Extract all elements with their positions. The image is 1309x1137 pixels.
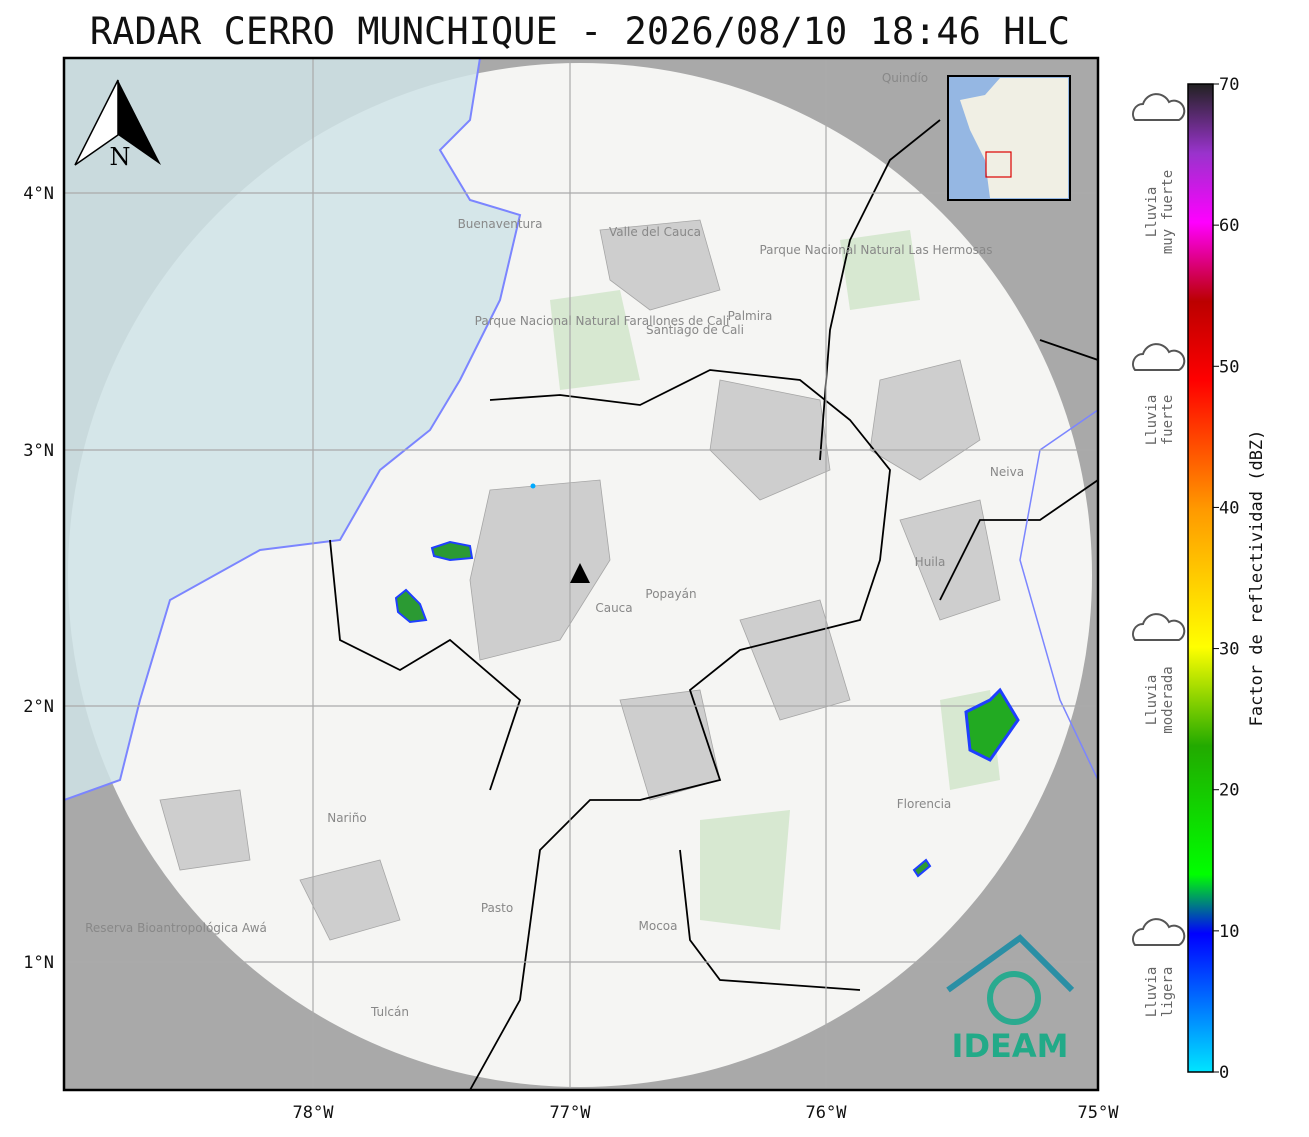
boundaries <box>329 119 1098 1090</box>
cloud-icon <box>1132 613 1186 641</box>
lon-tick-label: 78°W <box>293 1103 335 1123</box>
place-label: Buenaventura <box>458 217 543 231</box>
place-label: Reserva Bioantropológica Awá <box>85 921 267 935</box>
rain-category-label: Lluvia <box>1144 187 1160 238</box>
logo: IDEAM <box>946 934 1075 1065</box>
colorbar-tick-label: 30 <box>1219 640 1239 660</box>
cloud-icon <box>1132 343 1186 371</box>
inset-map <box>947 75 1071 201</box>
colorbar-tick-label: 40 <box>1219 498 1239 518</box>
lon-tick-label: 77°W <box>550 1103 592 1123</box>
place-label: Mocoa <box>639 919 678 933</box>
lat-tick-label: 1°N <box>23 953 54 973</box>
colorbar <box>1187 83 1214 1073</box>
map <box>64 58 1098 1090</box>
ocean <box>64 58 520 800</box>
place-label: Huila <box>915 555 946 569</box>
colorbar-tick-label: 10 <box>1219 922 1239 942</box>
place-label: Cauca <box>595 601 632 615</box>
colorbar-tick-label: 50 <box>1219 357 1239 377</box>
lat-tick-label: 2°N <box>23 697 54 717</box>
map-frame <box>62 56 1100 1092</box>
rain-category-label: Lluvia <box>1144 967 1160 1018</box>
parks <box>550 230 1000 930</box>
north-label: N <box>110 143 131 171</box>
rain-category: Lluvia moderada <box>1144 666 1176 733</box>
place-label: Popayán <box>645 587 696 601</box>
lon-tick-label: 75°W <box>1078 1103 1120 1123</box>
lon-tick-label: 76°W <box>806 1103 848 1123</box>
river <box>1019 409 1098 781</box>
place-label: Nariño <box>327 811 367 825</box>
place-label: Santiago de Cali <box>646 323 744 337</box>
north-arrow: N <box>74 79 161 171</box>
graticule <box>64 58 1098 1090</box>
place-label: Pasto <box>481 901 513 915</box>
cloud-icon <box>1132 93 1186 121</box>
colorbar-label: Factor de reflectividad (dBZ) <box>1247 430 1267 727</box>
rain-category-label: Lluvia <box>1144 675 1160 726</box>
place-label: Quindío <box>882 71 928 85</box>
rain-category: Lluvia muy fuerte <box>1144 170 1176 254</box>
echoes <box>394 483 1020 878</box>
rain-category: Lluvia fuerte <box>1144 395 1176 446</box>
place-label: Valle del Cauca <box>609 225 701 239</box>
rain-category-label: fuerte <box>1160 395 1176 446</box>
districts <box>159 219 1001 941</box>
colorbar-tick-label: 0 <box>1219 1063 1229 1083</box>
place-label: Neiva <box>990 465 1024 479</box>
colorbar-tick-label: 60 <box>1219 216 1239 236</box>
place-label: Tulcán <box>370 1005 409 1019</box>
lat-tick-label: 4°N <box>23 184 54 204</box>
rain-category: Lluvia ligera <box>1144 967 1176 1018</box>
logo-text: IDEAM <box>952 1027 1069 1065</box>
rain-category-label: Lluvia <box>1144 395 1160 446</box>
radar-site <box>570 563 590 583</box>
rain-category-label: ligera <box>1160 967 1176 1018</box>
colorbar-tick-label: 70 <box>1219 75 1239 95</box>
place-label: Palmira <box>728 309 773 323</box>
place-label: Parque Nacional Natural Las Hermosas <box>759 243 992 257</box>
coastline <box>64 58 522 801</box>
place-label: Parque Nacional Natural Farallones de Ca… <box>475 314 730 328</box>
lat-tick-label: 3°N <box>23 441 54 461</box>
cloud-icon <box>1132 918 1186 946</box>
colorbar-tick-label: 20 <box>1219 781 1239 801</box>
rain-category-label: muy fuerte <box>1160 170 1176 254</box>
rain-category-label: moderada <box>1160 666 1176 733</box>
place-label: Florencia <box>897 797 952 811</box>
title: RADAR CERRO MUNCHIQUE - 2026/08/10 18:46… <box>90 10 1070 53</box>
